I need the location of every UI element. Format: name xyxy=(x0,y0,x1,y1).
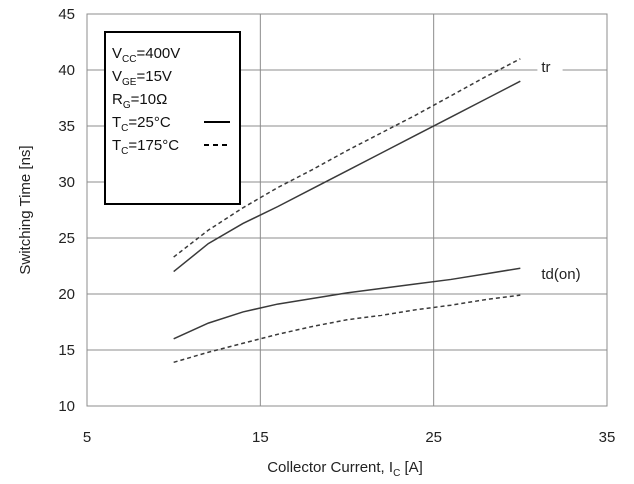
y-axis-label: Switching Time [ns] xyxy=(17,145,34,274)
legend-entry: VGE=15V xyxy=(112,68,172,88)
legend-entry: VCC=400V xyxy=(112,45,180,65)
y-tick-label: 10 xyxy=(58,398,75,415)
annotation-label: td(on) xyxy=(541,266,580,283)
annotation-bg xyxy=(537,58,563,75)
x-axis-label-sub: C xyxy=(393,468,400,479)
y-tick-label: 45 xyxy=(58,6,75,23)
x-axis-label-main: Collector Current, I xyxy=(267,459,393,476)
y-tick-label: 30 xyxy=(58,174,75,191)
legend-entry: RG=10Ω xyxy=(112,91,167,111)
x-tick-label: 15 xyxy=(252,429,269,446)
legend: VCC=400V VGE=15V RG=10Ω TC=25°C TC=175°C xyxy=(104,31,241,205)
y-tick-label: 25 xyxy=(58,230,75,247)
series-line-tdon-dashed xyxy=(173,294,521,364)
x-tick-label: 5 xyxy=(83,429,91,446)
series-line-tr-dashed xyxy=(173,58,521,258)
x-tick-label: 35 xyxy=(599,429,616,446)
y-tick-label: 40 xyxy=(58,62,75,79)
y-tick-label: 15 xyxy=(58,342,75,359)
series-group xyxy=(173,58,521,364)
legend-entry: TC=175°C xyxy=(112,137,179,157)
annotation-bg xyxy=(537,265,597,283)
legend-box xyxy=(104,31,241,205)
y-tick-label: 20 xyxy=(58,286,75,303)
x-axis-label-suffix: [A] xyxy=(400,459,423,476)
x-tick-label: 25 xyxy=(425,429,442,446)
annotation-label: tr xyxy=(541,59,550,76)
x-axis-label: Collector Current, IC [A] xyxy=(267,459,423,479)
legend-entry: TC=25°C xyxy=(112,114,171,134)
tick-labels: 10 15 20 25 30 35 40 45 5 15 25 35 xyxy=(58,6,615,446)
series-line-tr-solid xyxy=(173,80,521,273)
plot-frame xyxy=(86,13,608,407)
annotations: tr td(on) xyxy=(537,58,597,283)
y-tick-label: 35 xyxy=(58,118,75,135)
series-line-tdon-solid xyxy=(173,267,521,340)
